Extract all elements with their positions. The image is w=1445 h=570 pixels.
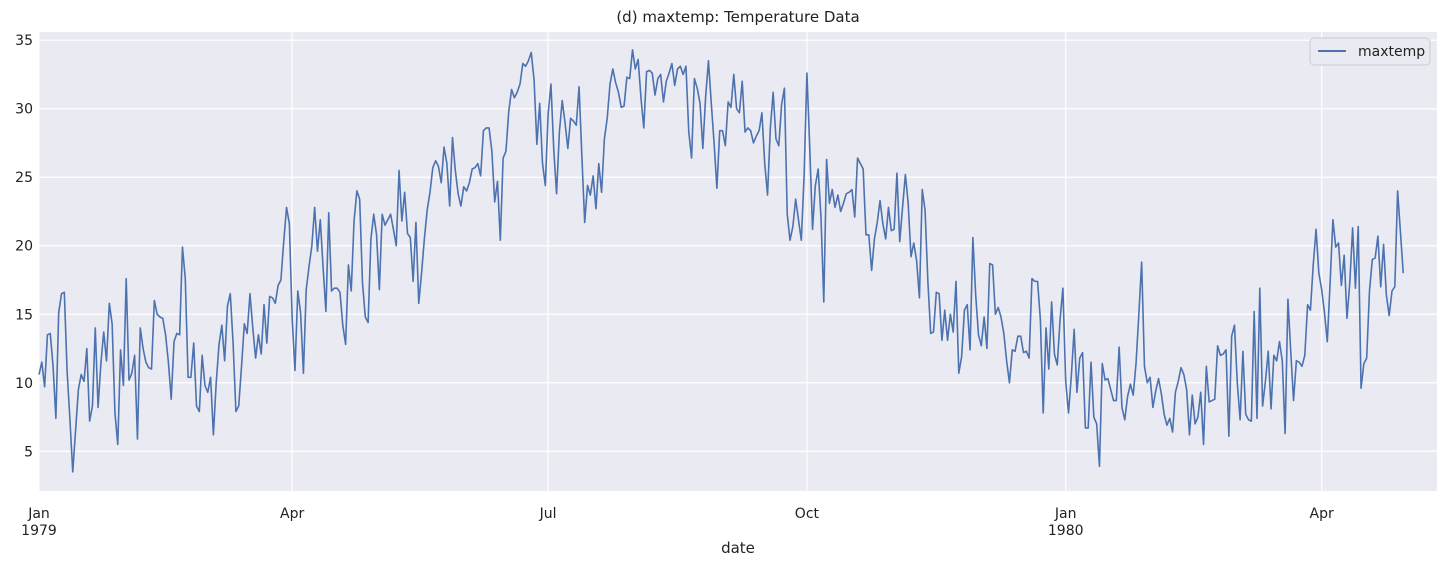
y-tick-label: 15 <box>15 307 33 323</box>
y-tick-label: 30 <box>15 102 33 118</box>
legend-box <box>1309 37 1431 66</box>
y-tick-label: 25 <box>15 170 33 186</box>
y-tick-label: 20 <box>15 239 33 255</box>
x-tick-label: Jul <box>539 506 557 522</box>
x-tick-sublabel: 1980 <box>1048 523 1084 539</box>
x-axis-label: date <box>721 539 755 557</box>
legend: maxtemp <box>1309 37 1431 66</box>
plot-area <box>39 32 1437 491</box>
x-tick-label: Oct <box>795 506 820 522</box>
series-layer <box>38 49 1405 473</box>
x-tick-label: Jan <box>1054 506 1077 522</box>
y-axis: 5 10 15 20 25 30 35 <box>15 33 33 460</box>
x-tick-label: Apr <box>280 506 304 522</box>
grid-lines <box>38 32 1437 491</box>
y-tick-label: 10 <box>15 376 33 392</box>
x-tick-sublabel: 1979 <box>21 523 57 539</box>
y-tick-label: 35 <box>15 33 33 49</box>
legend-label-maxtemp: maxtemp <box>1358 44 1425 60</box>
chart-title: (d) maxtemp: Temperature Data <box>616 8 859 26</box>
series-line-maxtemp <box>38 49 1405 473</box>
y-tick-label: 5 <box>24 444 33 460</box>
x-tick-label: Jan <box>27 506 50 522</box>
x-tick-label: Apr <box>1310 506 1334 522</box>
